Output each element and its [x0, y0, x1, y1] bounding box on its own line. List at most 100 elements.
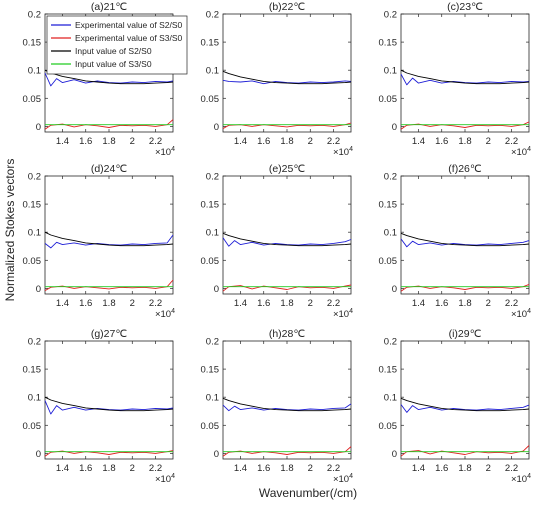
x-exponent-label: ×104 [511, 473, 531, 485]
legend: Experimental value of S2/S0 Experimental … [46, 15, 188, 75]
series-line [222, 403, 352, 412]
y-tick-label: 0.15 [23, 38, 42, 49]
y-tick-label: 0.1 [28, 66, 41, 77]
y-tick-label: 0.1 [28, 228, 41, 239]
x-exponent-label: ×104 [511, 308, 531, 320]
series-line [400, 404, 530, 413]
y-tick-label: 0.05 [201, 256, 220, 267]
x-tick-label: 2 [130, 298, 135, 309]
y-tick-label: 0.15 [23, 365, 42, 376]
y-tick-label: 0.05 [379, 421, 398, 432]
series-line [222, 446, 352, 457]
legend-label: Input value of S2/S0 [75, 46, 152, 56]
y-tick-label: 0 [392, 122, 397, 133]
figure-x-axis-label: Wavenumber(/cm) [259, 486, 357, 500]
series-line [222, 397, 352, 412]
panel-title: (d)24℃ [91, 163, 128, 175]
x-exponent-label: ×104 [333, 146, 353, 158]
series-line [44, 234, 174, 249]
y-tick-label: 0.05 [23, 256, 42, 267]
x-tick-label: 1.8 [102, 298, 115, 309]
y-tick-label: 0.2 [384, 10, 397, 21]
x-tick-label: 2.2 [505, 136, 518, 147]
x-tick-label: 1.8 [280, 136, 293, 147]
series-line [44, 279, 174, 291]
series-line [222, 232, 352, 247]
panel-title: (a)21℃ [91, 1, 128, 13]
series-line [44, 69, 174, 85]
series-line [400, 397, 530, 412]
x-tick-label: 2.2 [149, 298, 162, 309]
series-line [44, 400, 174, 415]
x-tick-label: 2.2 [327, 463, 340, 474]
x-tick-label: 1.6 [257, 298, 270, 309]
panel-5: (f)26℃ 0 0.05 0.1 0.15 0.2 1.4 1.6 1.8 2 2.2×104 [379, 163, 532, 320]
x-exponent-label: ×104 [155, 308, 175, 320]
panel-1: (b)22℃ 0 0.05 0.1 0.15 0.2 1.4 1.6 1.8 2 2.2×104 [201, 1, 354, 158]
y-tick-label: 0 [36, 122, 41, 133]
x-tick-label: 1.6 [435, 463, 448, 474]
x-exponent-label: ×104 [333, 473, 353, 485]
y-tick-label: 0.05 [379, 256, 398, 267]
panel-frame [222, 340, 352, 460]
x-tick-label: 2 [130, 463, 135, 474]
y-tick-label: 0 [214, 449, 219, 460]
x-tick-label: 1.4 [234, 136, 247, 147]
series-line [400, 283, 530, 292]
panel-4: (e)25℃ 0 0.05 0.1 0.15 0.2 1.4 1.6 1.8 2 2.2×104 [201, 163, 354, 320]
x-tick-label: 1.4 [234, 298, 247, 309]
y-tick-label: 0.05 [379, 94, 398, 105]
x-tick-label: 1.4 [56, 463, 69, 474]
panel-frame [44, 340, 174, 460]
x-exponent-label: ×104 [155, 146, 175, 158]
figure-y-axis-label: Normalized Stokes vectors [3, 159, 17, 302]
y-tick-label: 0.15 [201, 200, 220, 211]
x-tick-label: 1.4 [412, 136, 425, 147]
series-line [222, 70, 352, 85]
y-tick-label: 0 [392, 284, 397, 295]
x-tick-label: 1.8 [458, 298, 471, 309]
y-tick-label: 0.1 [206, 393, 219, 404]
y-tick-label: 0.05 [23, 94, 42, 105]
panel-title: (c)23℃ [447, 1, 483, 13]
panel-2: (c)23℃ 0 0.05 0.1 0.15 0.2 1.4 1.6 1.8 2 2.2×104 [379, 1, 532, 158]
y-tick-label: 0.1 [28, 393, 41, 404]
legend-label: Input value of S3/S0 [75, 59, 152, 69]
y-tick-label: 0.1 [384, 393, 397, 404]
series-line [44, 450, 174, 457]
legend-label: Experimental value of S2/S0 [75, 20, 183, 30]
x-tick-label: 2.2 [149, 463, 162, 474]
x-tick-label: 2.2 [327, 298, 340, 309]
x-tick-label: 1.8 [102, 463, 115, 474]
y-tick-label: 0.2 [28, 10, 41, 21]
x-tick-label: 1.4 [412, 463, 425, 474]
y-tick-label: 0 [214, 284, 219, 295]
y-tick-label: 0.15 [379, 200, 398, 211]
x-tick-label: 1.4 [56, 136, 69, 147]
x-tick-label: 1.8 [102, 136, 115, 147]
y-tick-label: 0.2 [206, 172, 219, 183]
y-tick-label: 0.1 [206, 228, 219, 239]
x-tick-label: 1.8 [458, 136, 471, 147]
y-tick-label: 0.15 [201, 365, 220, 376]
x-tick-label: 1.6 [79, 463, 92, 474]
y-tick-label: 0.05 [201, 421, 220, 432]
x-tick-label: 2.2 [149, 136, 162, 147]
panel-frame [222, 13, 352, 133]
y-tick-label: 0.1 [206, 66, 219, 77]
y-tick-label: 0.1 [384, 66, 397, 77]
x-tick-label: 1.6 [79, 136, 92, 147]
series-line [400, 73, 530, 86]
y-tick-label: 0.15 [23, 200, 42, 211]
y-tick-label: 0.2 [206, 10, 219, 21]
panel-frame [222, 175, 352, 295]
x-tick-label: 1.6 [257, 136, 270, 147]
x-tick-label: 1.4 [412, 298, 425, 309]
y-tick-label: 0.2 [206, 337, 219, 348]
panel-title: (g)27℃ [91, 328, 128, 340]
y-tick-label: 0 [392, 449, 397, 460]
series-line [44, 72, 174, 87]
panel-title: (i)29℃ [449, 328, 482, 340]
x-tick-label: 2.2 [505, 463, 518, 474]
